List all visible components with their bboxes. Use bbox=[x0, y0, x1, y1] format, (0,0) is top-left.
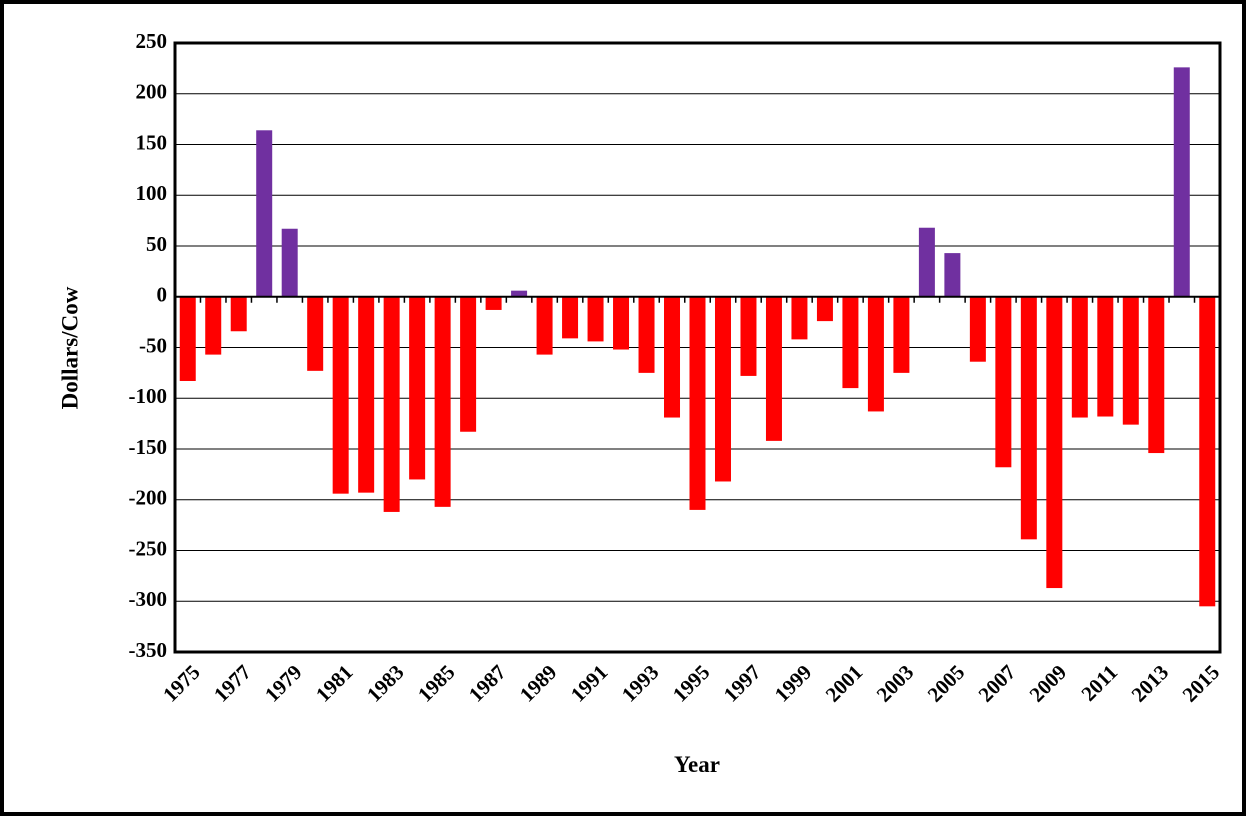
y-tick-label: 0 bbox=[157, 283, 168, 307]
bar bbox=[332, 296, 349, 494]
y-tick-label: 200 bbox=[136, 80, 168, 104]
bar bbox=[587, 296, 604, 342]
bar bbox=[485, 296, 502, 310]
y-tick-label: -300 bbox=[129, 587, 168, 611]
bar bbox=[1097, 296, 1114, 417]
y-tick-label: 100 bbox=[136, 181, 168, 205]
bar bbox=[1046, 296, 1063, 589]
bar bbox=[1020, 296, 1037, 540]
bar bbox=[765, 296, 782, 441]
bar bbox=[944, 253, 961, 297]
bar bbox=[1148, 296, 1165, 454]
bar bbox=[179, 296, 196, 381]
plot-border bbox=[173, 41, 1222, 654]
bar bbox=[434, 296, 451, 507]
bar bbox=[664, 296, 681, 418]
bar bbox=[536, 296, 553, 355]
bar bbox=[969, 296, 986, 362]
bar bbox=[205, 296, 222, 355]
bar bbox=[256, 130, 273, 297]
bar bbox=[307, 296, 324, 371]
bar bbox=[1199, 296, 1216, 607]
y-tick-label: -100 bbox=[129, 384, 168, 408]
bar bbox=[460, 296, 477, 432]
bar bbox=[791, 296, 808, 340]
bar bbox=[511, 290, 528, 297]
bar bbox=[689, 296, 706, 510]
bar bbox=[638, 296, 655, 373]
bar bbox=[562, 296, 579, 339]
y-tick-label: -200 bbox=[129, 486, 168, 510]
bar bbox=[409, 296, 426, 480]
bar bbox=[383, 296, 400, 512]
bar bbox=[893, 296, 910, 373]
bar bbox=[281, 228, 298, 297]
y-tick-label: -150 bbox=[129, 435, 168, 459]
y-tick-label: -350 bbox=[129, 638, 168, 662]
bar bbox=[714, 296, 731, 482]
y-tick-label: -50 bbox=[139, 333, 167, 357]
bar bbox=[995, 296, 1012, 468]
bar bbox=[1122, 296, 1139, 425]
y-tick-label: 50 bbox=[146, 232, 167, 256]
y-tick-label: -250 bbox=[129, 536, 168, 560]
y-axis-title: Dollars/Cow bbox=[57, 286, 82, 409]
bar bbox=[816, 296, 833, 322]
y-tick-label: 150 bbox=[136, 130, 168, 154]
bar bbox=[230, 296, 247, 332]
bar bbox=[1173, 67, 1190, 297]
bar bbox=[358, 296, 375, 493]
bar bbox=[842, 296, 859, 389]
bar bbox=[1071, 296, 1088, 418]
bar bbox=[867, 296, 884, 412]
bar bbox=[613, 296, 630, 350]
bar bbox=[918, 227, 935, 297]
y-tick-label: 250 bbox=[136, 29, 168, 53]
bar bbox=[740, 296, 757, 376]
x-axis-title: Year bbox=[674, 752, 720, 777]
